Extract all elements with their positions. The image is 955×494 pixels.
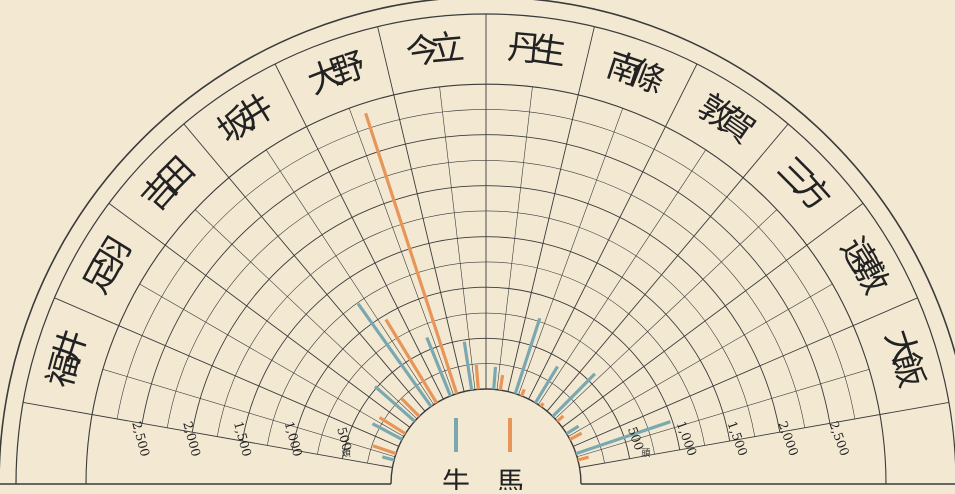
bars-layer: [356, 112, 671, 462]
r-tick-label: 1,500: [725, 419, 751, 458]
bar-ox-大野: [425, 336, 452, 397]
subdivision-line: [265, 149, 435, 405]
bar-ox-丹生: [492, 366, 498, 390]
r-tick-label: 1,500: [231, 420, 255, 458]
sector-line: [274, 63, 444, 400]
bar-horse-足羽: [378, 416, 407, 436]
bar-ox-大飯: [575, 420, 671, 456]
bar-ox-足羽: [371, 422, 403, 441]
legend: 牛馬: [442, 418, 524, 494]
subdivision-line: [576, 368, 870, 458]
sector-line: [23, 401, 393, 468]
category-label-char: 生: [529, 29, 568, 73]
sector-line: [377, 26, 465, 392]
bar-horse-南條: [520, 388, 526, 397]
subdivision-line: [102, 368, 396, 458]
r-tick-label: 2,500: [826, 419, 852, 458]
sector-line: [108, 202, 411, 428]
bar-horse-福井: [372, 444, 397, 456]
sector-line: [573, 297, 918, 447]
bar-horse-吉田: [400, 397, 421, 418]
bar-horse-大野: [364, 112, 459, 395]
subdivision-line: [568, 283, 833, 437]
bar-horse-遠敷: [569, 431, 583, 441]
bar-horse-今立: [474, 364, 480, 390]
subdivision-line: [518, 108, 624, 395]
bar-horse-敦賀: [539, 402, 545, 408]
category-label-char: 丹: [506, 27, 543, 70]
bar-horse-坂井: [384, 318, 438, 404]
r-tick-label: 2,500: [129, 420, 153, 458]
sector-line: [528, 63, 698, 400]
bar-horse-大飯: [577, 455, 590, 462]
subdivision-line: [439, 86, 476, 390]
bar-horse-三方: [556, 414, 565, 423]
category-label-char: 立: [429, 27, 466, 70]
r-unit-label: 頭: [641, 448, 650, 459]
r-tick-label: 2,000: [775, 419, 801, 458]
sector-line: [546, 123, 789, 412]
sector-line: [579, 401, 949, 468]
r-unit-label: 頭: [342, 448, 351, 459]
bar-ox-三方: [551, 372, 597, 418]
outer-border-arc: [0, 0, 955, 473]
bar-ox-南條: [513, 317, 542, 395]
bar-ox-敦賀: [534, 365, 559, 404]
bar-ox-坂井: [356, 302, 433, 408]
center-arc: [390, 388, 582, 485]
subdivision-line: [139, 283, 404, 437]
subdivision-line: [348, 108, 454, 395]
r-tick-label: 1,000: [282, 420, 306, 458]
subdivision-line: [496, 86, 533, 390]
sector-line: [561, 202, 864, 428]
category-label-char: 今: [403, 29, 442, 73]
sector-line: [507, 26, 595, 392]
bar-ox-遠敷: [565, 424, 580, 436]
bar-ox-今立: [462, 341, 474, 391]
legend-label-horse: 馬: [496, 466, 524, 490]
legend-label-ox: 牛: [442, 466, 470, 490]
subdivision-line: [194, 209, 418, 420]
sector-line: [183, 123, 426, 412]
r-tick-label: 2,000: [180, 420, 204, 458]
sector-line: [54, 297, 399, 447]
bar-horse-丹生: [498, 374, 505, 391]
bar-ox-福井: [381, 455, 395, 462]
subdivision-line: [554, 209, 778, 420]
bar-ox-吉田: [373, 385, 416, 423]
r-tick-label: 500: [334, 425, 355, 452]
subdivision-line: [537, 149, 707, 405]
